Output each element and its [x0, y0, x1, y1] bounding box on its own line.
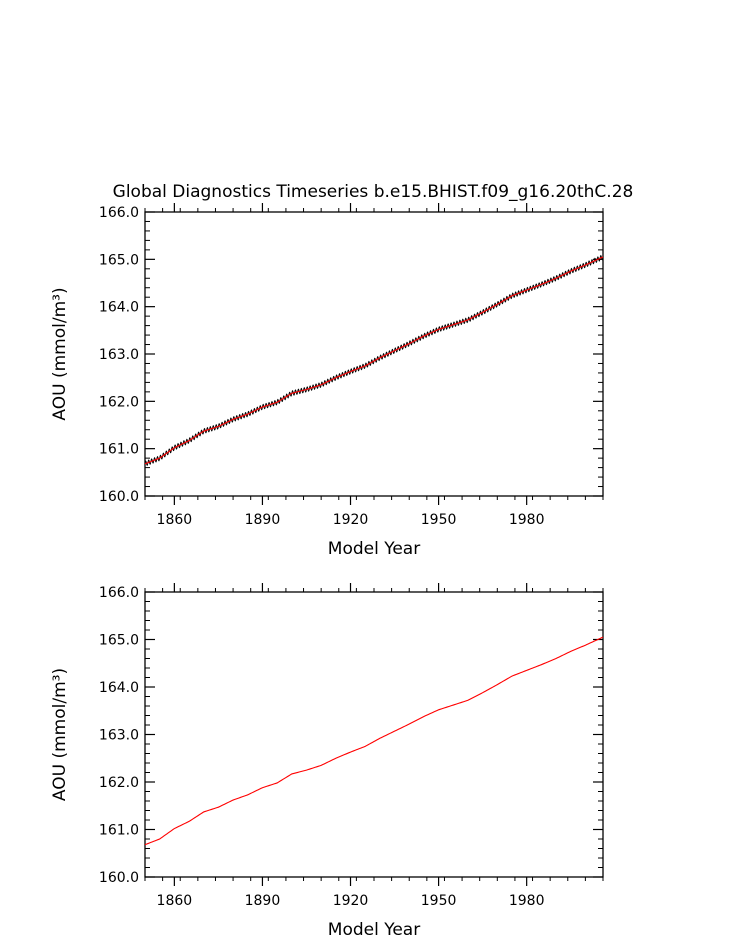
- series-line-annual-red: [144, 636, 604, 846]
- x-tick-label: 1890: [245, 512, 281, 528]
- y-axis-label: AOU (mmol/m³): [50, 668, 70, 801]
- x-axis-label: Model Year: [328, 539, 420, 559]
- x-axis-label: Model Year: [328, 920, 420, 940]
- x-tick-label: 1950: [421, 512, 457, 528]
- chart-panel-top: 160.0 161.0 162.0 163.0 164.0 165.0 166.0 1860 1…: [50, 203, 604, 559]
- plot-frame: [144, 211, 604, 497]
- y-tick-label: 163.0: [99, 347, 139, 363]
- y-tick-label: 163.0: [99, 728, 139, 744]
- y-tick-label: 165.0: [99, 633, 139, 649]
- y-tick-label: 165.0: [99, 252, 139, 268]
- x-tick-label: 1860: [157, 893, 193, 909]
- y-axis-label: AOU (mmol/m³): [50, 287, 70, 420]
- y-tick-label: 162.0: [99, 394, 139, 410]
- chart-title: Global Diagnostics Timeseries b.e15.BHIS…: [113, 182, 634, 202]
- y-tick-label: 161.0: [99, 442, 139, 458]
- x-tick-label: 1980: [509, 893, 545, 909]
- y-tick-label: 162.0: [99, 775, 139, 791]
- x-tick-label: 1920: [333, 893, 369, 909]
- x-tick-label: 1980: [509, 512, 545, 528]
- y-tick-label: 160.0: [99, 870, 139, 886]
- chart-panel-bottom: 160.0 161.0 162.0 163.0 164.0 165.0 166.0 1860 1…: [50, 583, 604, 940]
- y-tick-label: 164.0: [99, 300, 139, 316]
- y-tick-label: 166.0: [99, 585, 139, 601]
- series-line-annual-red: [144, 256, 604, 465]
- x-tick-label: 1890: [245, 893, 281, 909]
- plot-frame: [144, 591, 604, 878]
- x-tick-label: 1950: [421, 893, 457, 909]
- y-tick-label: 166.0: [99, 205, 139, 221]
- y-tick-label: 164.0: [99, 680, 139, 696]
- x-tick-label: 1860: [157, 512, 193, 528]
- y-tick-label: 160.0: [99, 489, 139, 505]
- x-tick-label: 1920: [333, 512, 369, 528]
- y-tick-label: 161.0: [99, 823, 139, 839]
